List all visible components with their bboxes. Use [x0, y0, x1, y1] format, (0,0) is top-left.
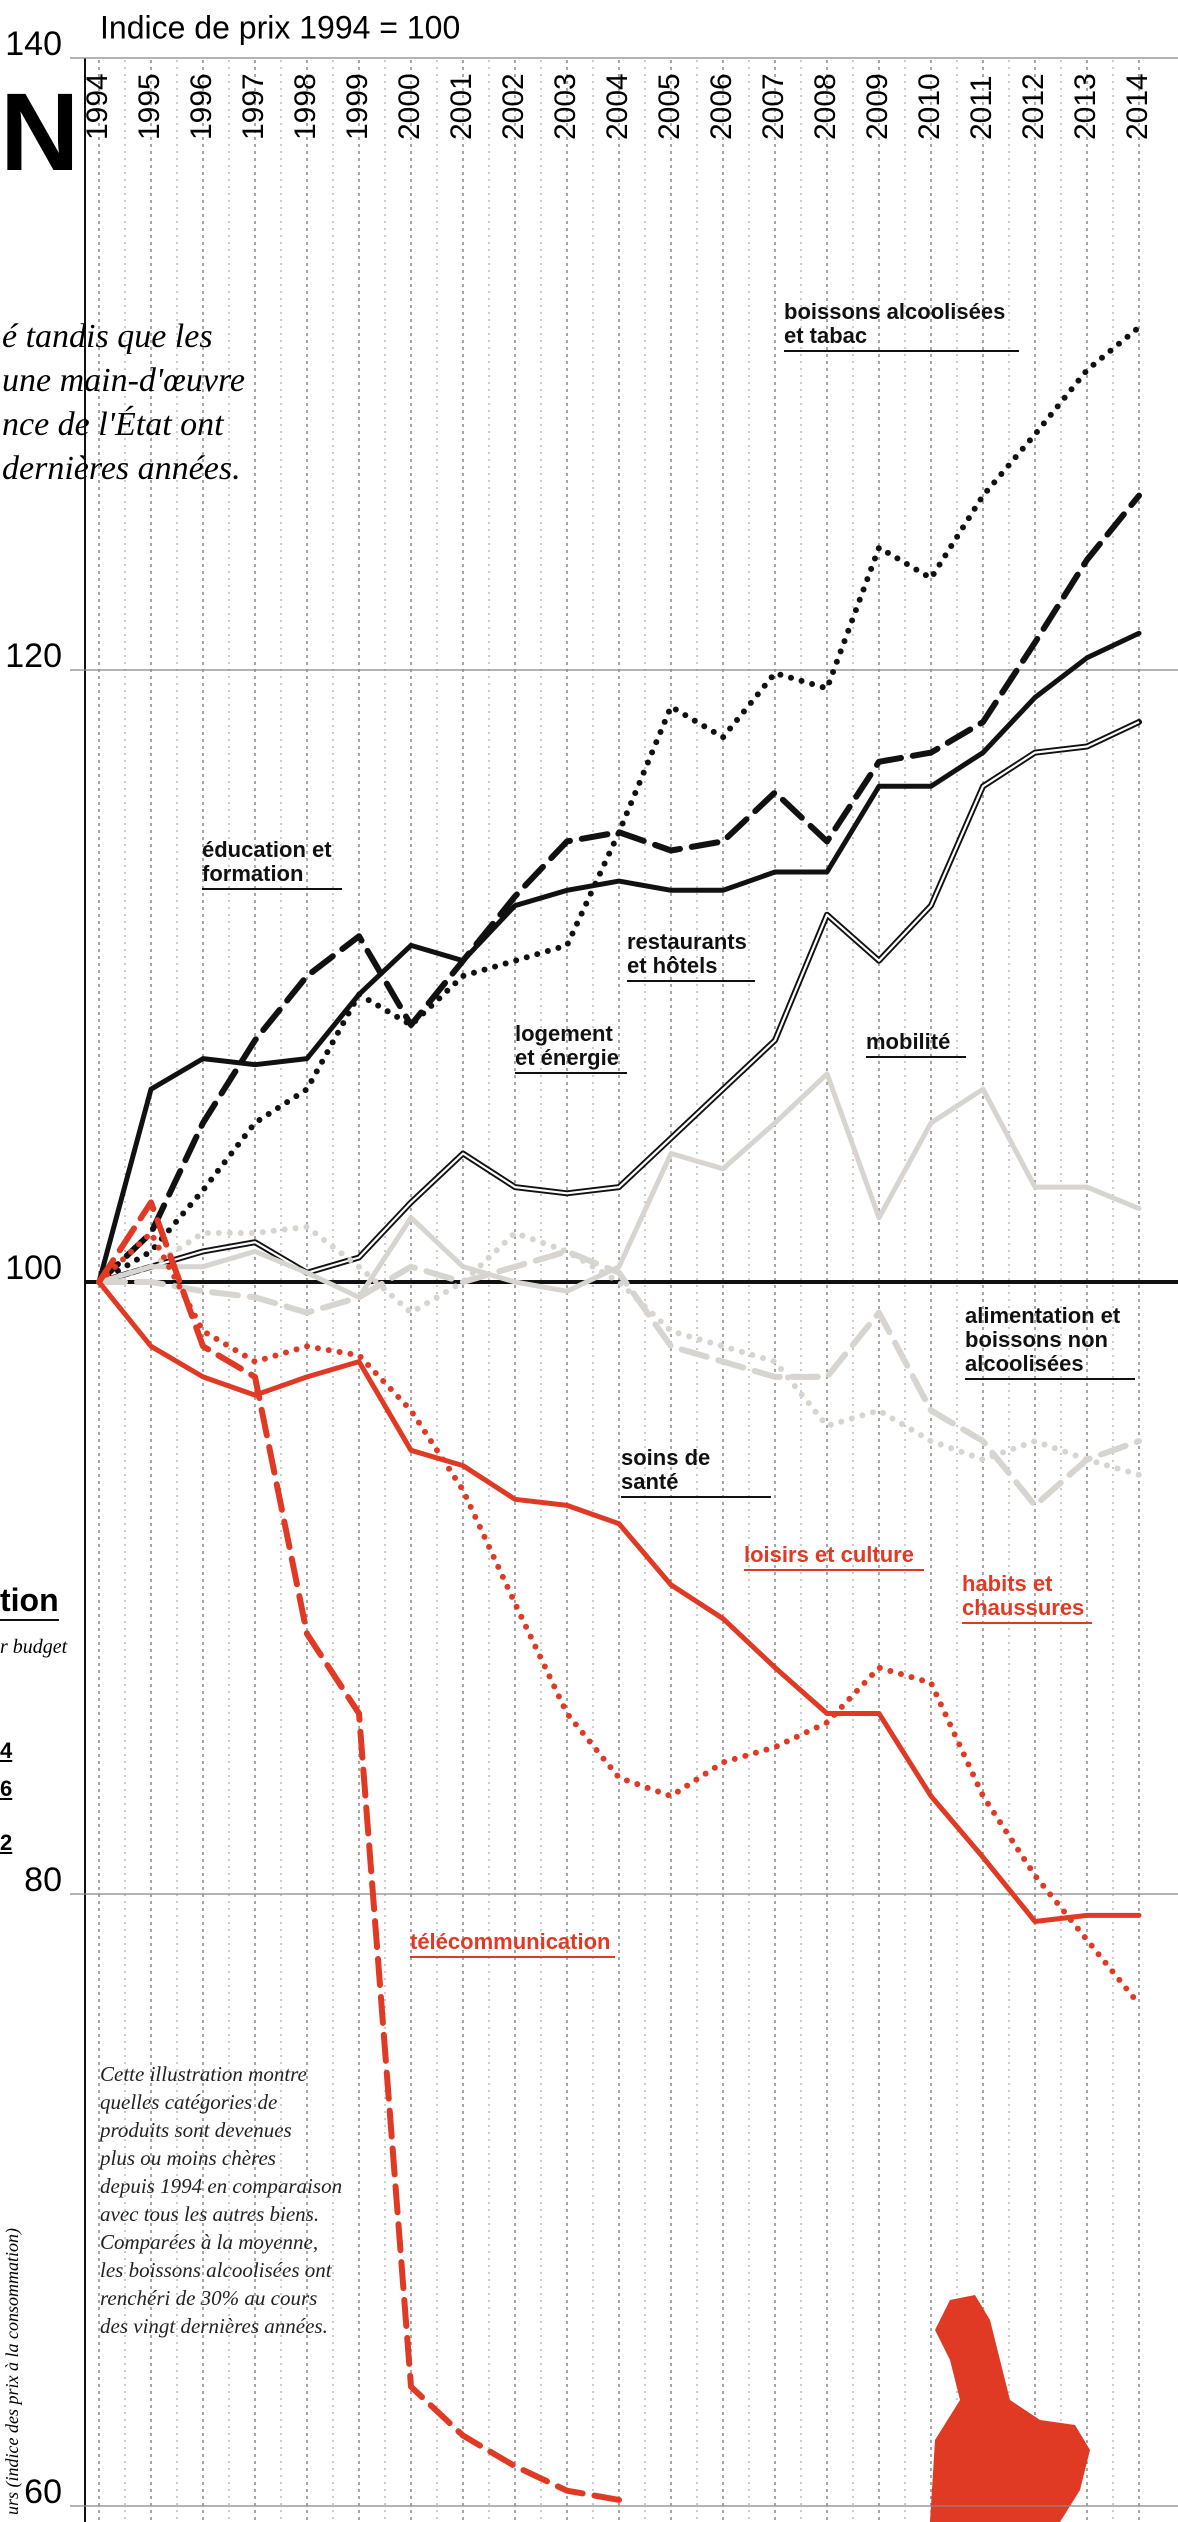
series-line-core [99, 722, 1139, 1282]
intro-line: une main-d'œuvre [2, 362, 245, 400]
series-label: loisirs et culture [744, 1543, 924, 1571]
x-tick-label: 2000 [393, 73, 426, 140]
page: Indice de prix html,body{margin:0;paddin… [0, 0, 1178, 2522]
intro-line: é tandis que les [2, 318, 213, 356]
series-label: restaurants et hôtels [627, 930, 755, 982]
x-tick-label: 2013 [1069, 73, 1102, 140]
x-tick-label: 1999 [341, 73, 374, 140]
side-number: 4 [0, 1738, 12, 1764]
x-tick-label: 2010 [913, 73, 946, 140]
x-tick-label: 2007 [757, 73, 790, 140]
x-tick-label: 2005 [653, 73, 686, 140]
y-tick-label: 100 [5, 1249, 62, 1287]
x-tick-label: 2014 [1121, 73, 1154, 140]
x-tick-label: 2006 [705, 73, 738, 140]
series-label: boissons alcoolisées et tabac [784, 300, 1019, 352]
series-label: mobilité [866, 1030, 966, 1058]
note-line: depuis 1994 en comparaison [100, 2172, 360, 2200]
x-tick-label: 1998 [289, 73, 322, 140]
note-line: avec tous les autres biens. [100, 2200, 360, 2228]
x-tick-label: 2001 [445, 73, 478, 140]
series-label: éducation et formation [202, 838, 342, 890]
big-letter: N [0, 78, 79, 188]
note-line: renchéri de 30% au cours [100, 2284, 360, 2312]
silhouette [930, 2295, 1090, 2522]
series-label: télécommunication [410, 1930, 615, 1958]
note-line: quelles catégories de [100, 2088, 360, 2116]
series-line [99, 722, 1139, 1282]
series-label: alimentation et boissons non alcoolisées [965, 1304, 1135, 1380]
series-label: logement et énergie [515, 1022, 627, 1074]
x-tick-label: 2004 [601, 73, 634, 140]
y-tick-label: 140 [5, 25, 62, 63]
side-number: 6 [0, 1776, 12, 1802]
side-vertical: urs (indice des prix à la consommation) [2, 2228, 23, 2515]
y-tick-label: 80 [24, 1861, 62, 1899]
x-tick-label: 1995 [133, 73, 166, 140]
series-label: soins de santé [621, 1446, 771, 1498]
y-tick-label: 60 [24, 2473, 62, 2511]
side-number: 2 [0, 1830, 12, 1856]
x-tick-label: 2002 [497, 73, 530, 140]
note-line: plus ou moins chères [100, 2144, 360, 2172]
x-tick-label: 2008 [809, 73, 842, 140]
chart-title: Indice de prix 1994 = 100 [100, 9, 460, 45]
side-sub: r budget [0, 1636, 67, 1659]
x-tick-label: 1996 [185, 73, 218, 140]
x-tick-label: 2003 [549, 73, 582, 140]
note-line: les boissons alcoolisées ont [100, 2256, 360, 2284]
y-tick-label: 120 [5, 637, 62, 675]
note-line: des vingt dernières années. [100, 2312, 360, 2340]
side-heading: tion [0, 1582, 59, 1621]
series-label: habits et chaussures [962, 1572, 1092, 1624]
page-body: {"page":{"big_letter":"N", "intro_lines"… [0, 0, 1178, 2522]
intro-line: dernières années. [2, 450, 241, 488]
note-line: Cette illustration montre [100, 2060, 360, 2088]
x-tick-label: 2012 [1017, 73, 1050, 140]
x-tick-label: 1997 [237, 73, 270, 140]
intro-line: nce de l'État ont [2, 406, 224, 444]
note-line: Comparées à la moyenne, [100, 2228, 360, 2256]
note-line: produits sont devenues [100, 2116, 360, 2144]
x-tick-label: 2011 [965, 75, 998, 140]
x-tick-label: 2009 [861, 73, 894, 140]
